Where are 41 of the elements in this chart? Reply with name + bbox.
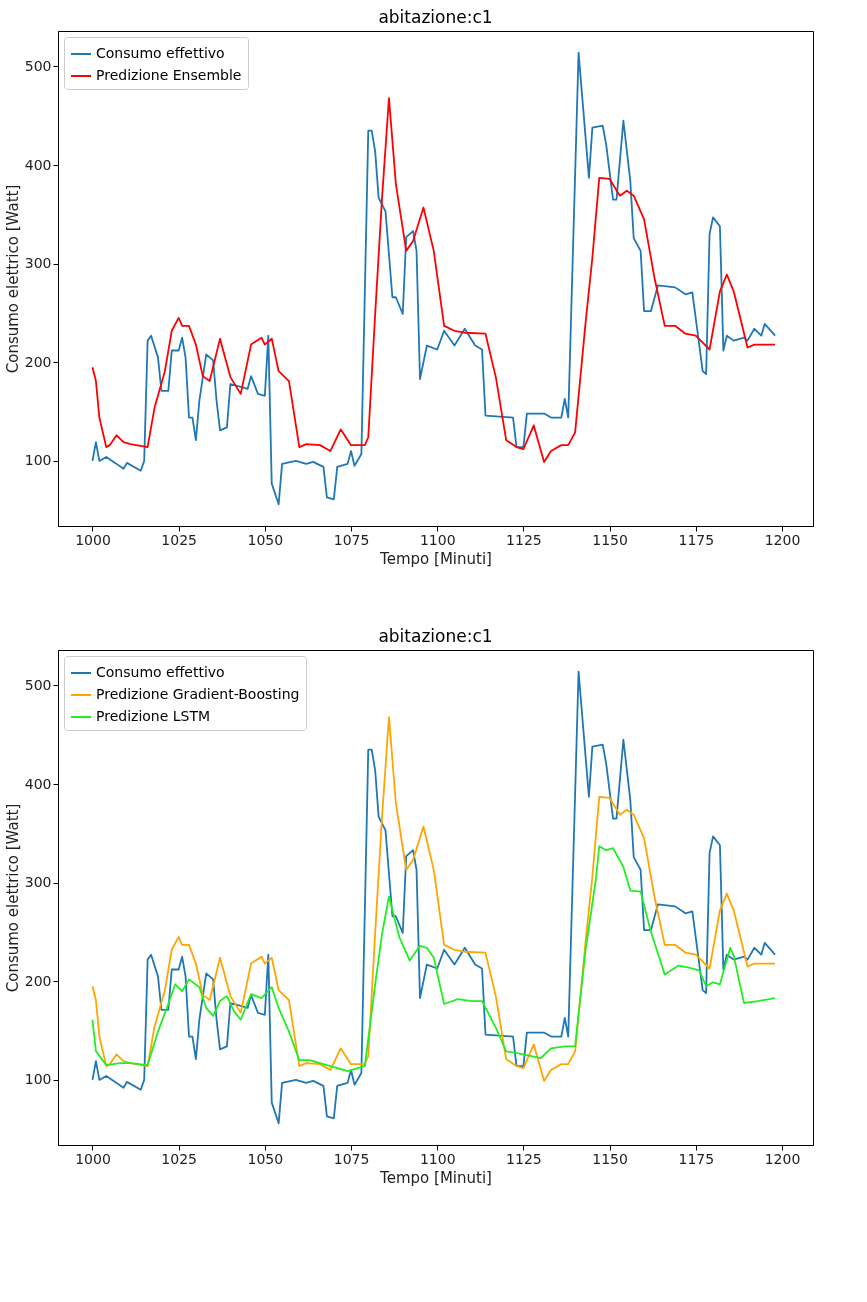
x-tick-label: 1125: [506, 1150, 542, 1167]
y-tick-label: 200: [24, 972, 52, 989]
legend-label: Predizione LSTM: [96, 708, 211, 724]
y-tick-label: 300: [24, 874, 52, 891]
x-tick-label: 1000: [75, 531, 111, 548]
y-tick-label: 500: [24, 677, 52, 693]
x-tick-label: 1150: [592, 531, 628, 548]
y-tick-label: 400: [24, 156, 52, 173]
y-tick-label: 400: [24, 775, 52, 792]
legend-label: Predizione Gradient-Boosting: [96, 686, 300, 702]
x-tick-label: 1125: [506, 531, 542, 548]
y-tick-label: 300: [24, 255, 52, 272]
line-series: [91, 97, 776, 463]
y-axis-title: Consumo elettrico [Watt]: [3, 184, 22, 374]
x-tick-label: 1200: [764, 531, 801, 548]
chart-title: abitazione:c1: [378, 7, 493, 27]
y-tick-label: 200: [24, 353, 52, 370]
y-tick-label: 100: [24, 1071, 52, 1088]
x-axis-title: Tempo [Minuti]: [379, 549, 492, 568]
x-tick-label: 1050: [247, 531, 284, 548]
y-tick-label: 100: [24, 452, 52, 469]
x-tick-label: 1100: [419, 1150, 456, 1167]
x-tick-label: 1175: [678, 531, 715, 548]
x-tick-label: 1000: [75, 1150, 111, 1167]
x-tick-label: 1025: [161, 531, 197, 548]
x-tick-label: 1100: [419, 531, 456, 548]
x-tick-label: 1075: [333, 531, 370, 548]
x-tick-label: 1200: [764, 1150, 801, 1167]
x-tick-label: 1075: [333, 1150, 370, 1167]
x-tick-label: 1150: [592, 1150, 628, 1167]
line-series: [91, 845, 776, 1072]
x-tick-label: 1050: [247, 1150, 284, 1167]
y-tick-label: 500: [24, 58, 52, 74]
y-axis-title: Consumo elettrico [Watt]: [3, 803, 22, 993]
legend-label: Consumo effettivo: [96, 664, 225, 680]
x-tick-label: 1175: [678, 1150, 715, 1167]
legend-label: Predizione Ensemble: [96, 67, 242, 83]
legend-label: Consumo effettivo: [96, 45, 225, 61]
chart-title: abitazione:c1: [378, 626, 493, 646]
x-tick-label: 1025: [161, 1150, 197, 1167]
x-axis-title: Tempo [Minuti]: [379, 1168, 492, 1187]
